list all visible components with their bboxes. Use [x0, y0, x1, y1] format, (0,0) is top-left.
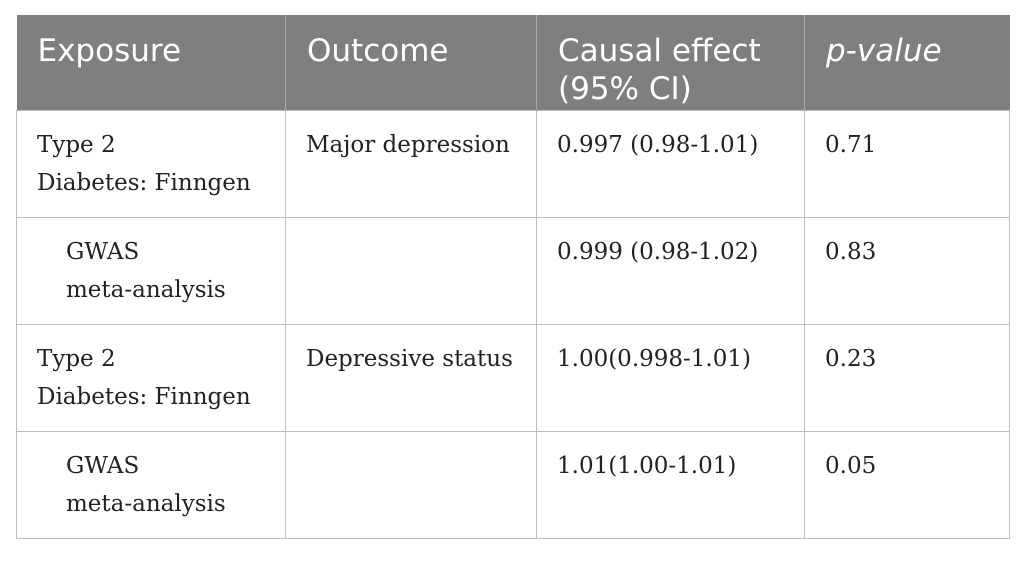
header-causal-effect-line1: Causal effect	[558, 33, 761, 69]
table-row: GWAS meta-analysis 1.01(1.00-1.01) 0.05	[16, 430, 1010, 539]
cell-causal-effect: 0.997 (0.98-1.01)	[536, 109, 805, 218]
header-p-value: p-value	[804, 15, 1010, 110]
cell-p-value: 0.71	[804, 109, 1010, 218]
table-row: GWAS meta-analysis 0.999 (0.98-1.02) 0.83	[16, 216, 1010, 325]
header-causal-effect-line2: (95% CI)	[558, 71, 692, 107]
cell-exposure: Type 2 Diabetes: Finngen	[16, 323, 286, 432]
table-body: Type 2 Diabetes: Finngen Major depression…	[16, 109, 1010, 539]
cell-causal-effect: 1.00(0.998-1.01)	[536, 323, 805, 432]
cell-outcome	[285, 430, 537, 539]
table-row: Type 2 Diabetes: Finngen Depressive statu…	[16, 323, 1010, 432]
header-p-value-label: p-value	[826, 33, 942, 69]
table-header: Exposure Outcome Causal effect (95% CI) p…	[16, 15, 1010, 110]
cell-outcome: Depressive status	[285, 323, 537, 432]
cell-p-value: 0.05	[804, 430, 1010, 539]
cell-p-value: 0.83	[804, 216, 1010, 325]
cell-outcome: Major depression	[285, 109, 537, 218]
exposure-line2: meta-analysis	[66, 276, 226, 303]
exposure-line2: meta-analysis	[66, 490, 226, 517]
cell-exposure: GWAS meta-analysis	[16, 216, 286, 325]
header-exposure-label: Exposure	[37, 33, 182, 69]
exposure-line1: Type 2	[37, 131, 116, 158]
cell-outcome	[285, 216, 537, 325]
exposure-line2: Diabetes: Finngen	[37, 169, 251, 196]
cell-causal-effect: 0.999 (0.98-1.02)	[536, 216, 805, 325]
header-causal-effect: Causal effect (95% CI)	[536, 15, 805, 110]
table-row: Type 2 Diabetes: Finngen Major depression…	[16, 109, 1010, 218]
exposure-line1: GWAS	[66, 238, 140, 265]
header-outcome-label: Outcome	[307, 33, 449, 69]
cell-causal-effect: 1.01(1.00-1.01)	[536, 430, 805, 539]
exposure-line1: Type 2	[37, 345, 116, 372]
cell-p-value: 0.23	[804, 323, 1010, 432]
results-table: Exposure Outcome Causal effect (95% CI) p…	[16, 15, 1010, 539]
header-row: Exposure Outcome Causal effect (95% CI) p…	[16, 15, 1010, 110]
header-outcome: Outcome	[285, 15, 537, 110]
cell-exposure: GWAS meta-analysis	[16, 430, 286, 539]
exposure-line2: Diabetes: Finngen	[37, 383, 251, 410]
cell-exposure: Type 2 Diabetes: Finngen	[16, 109, 286, 218]
exposure-line1: GWAS	[66, 452, 140, 479]
header-exposure: Exposure	[16, 15, 286, 110]
